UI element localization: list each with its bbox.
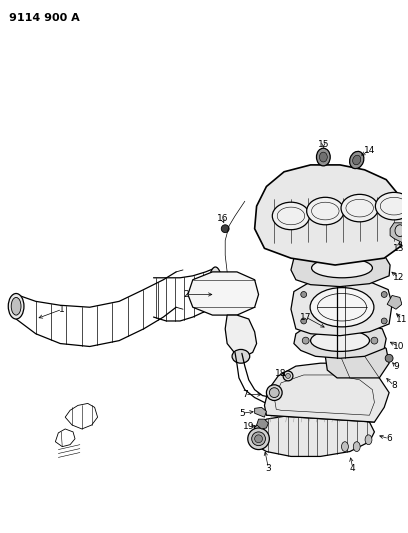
Ellipse shape — [350, 151, 364, 168]
Text: 4: 4 — [350, 464, 356, 473]
Text: 9114 900 A: 9114 900 A — [9, 13, 80, 23]
Polygon shape — [255, 415, 375, 456]
Polygon shape — [188, 272, 259, 315]
Text: 15: 15 — [317, 140, 329, 149]
Text: 17: 17 — [300, 312, 311, 321]
Text: 12: 12 — [393, 273, 405, 282]
Text: 11: 11 — [396, 314, 408, 324]
Ellipse shape — [310, 330, 370, 351]
Ellipse shape — [381, 318, 387, 324]
Polygon shape — [266, 409, 375, 422]
Polygon shape — [225, 315, 257, 357]
Ellipse shape — [302, 337, 309, 344]
Text: 2: 2 — [183, 290, 189, 299]
Ellipse shape — [8, 294, 24, 319]
Ellipse shape — [272, 202, 310, 230]
Polygon shape — [255, 165, 404, 265]
Ellipse shape — [286, 374, 290, 378]
Polygon shape — [390, 223, 406, 243]
Polygon shape — [291, 248, 390, 287]
Ellipse shape — [255, 435, 262, 443]
Ellipse shape — [283, 371, 293, 381]
Ellipse shape — [375, 192, 408, 220]
Text: 6: 6 — [386, 434, 392, 443]
Polygon shape — [387, 295, 402, 309]
Polygon shape — [257, 419, 268, 429]
Ellipse shape — [317, 148, 330, 166]
Ellipse shape — [395, 225, 405, 237]
Ellipse shape — [371, 337, 378, 344]
Polygon shape — [264, 363, 389, 422]
Ellipse shape — [319, 152, 327, 162]
Polygon shape — [291, 280, 392, 336]
Text: 18: 18 — [275, 368, 287, 377]
Text: 16: 16 — [217, 214, 228, 223]
Text: 7: 7 — [242, 390, 248, 399]
Text: 10: 10 — [393, 342, 405, 351]
Ellipse shape — [252, 432, 266, 446]
Ellipse shape — [211, 273, 220, 301]
Ellipse shape — [341, 442, 348, 451]
Polygon shape — [255, 407, 266, 417]
Ellipse shape — [221, 225, 229, 232]
Ellipse shape — [381, 292, 387, 297]
Ellipse shape — [269, 387, 279, 398]
Text: 9: 9 — [393, 361, 399, 370]
Text: 14: 14 — [364, 146, 375, 155]
Ellipse shape — [312, 258, 373, 278]
Ellipse shape — [353, 155, 361, 165]
Polygon shape — [325, 338, 389, 378]
Ellipse shape — [365, 435, 372, 445]
Ellipse shape — [11, 297, 21, 315]
Text: 3: 3 — [266, 464, 271, 473]
Ellipse shape — [307, 197, 344, 225]
Text: 8: 8 — [391, 381, 397, 390]
Ellipse shape — [353, 442, 360, 451]
Ellipse shape — [301, 292, 307, 297]
Ellipse shape — [301, 318, 307, 324]
Text: 1: 1 — [60, 305, 65, 314]
Text: 13: 13 — [393, 244, 405, 253]
Ellipse shape — [266, 385, 282, 400]
Ellipse shape — [208, 267, 222, 306]
Ellipse shape — [310, 288, 374, 327]
Text: 19: 19 — [243, 423, 255, 432]
Ellipse shape — [248, 428, 269, 449]
Ellipse shape — [232, 350, 250, 363]
Ellipse shape — [341, 195, 378, 222]
Ellipse shape — [385, 354, 393, 362]
Text: 5: 5 — [239, 409, 245, 418]
Polygon shape — [294, 322, 386, 358]
